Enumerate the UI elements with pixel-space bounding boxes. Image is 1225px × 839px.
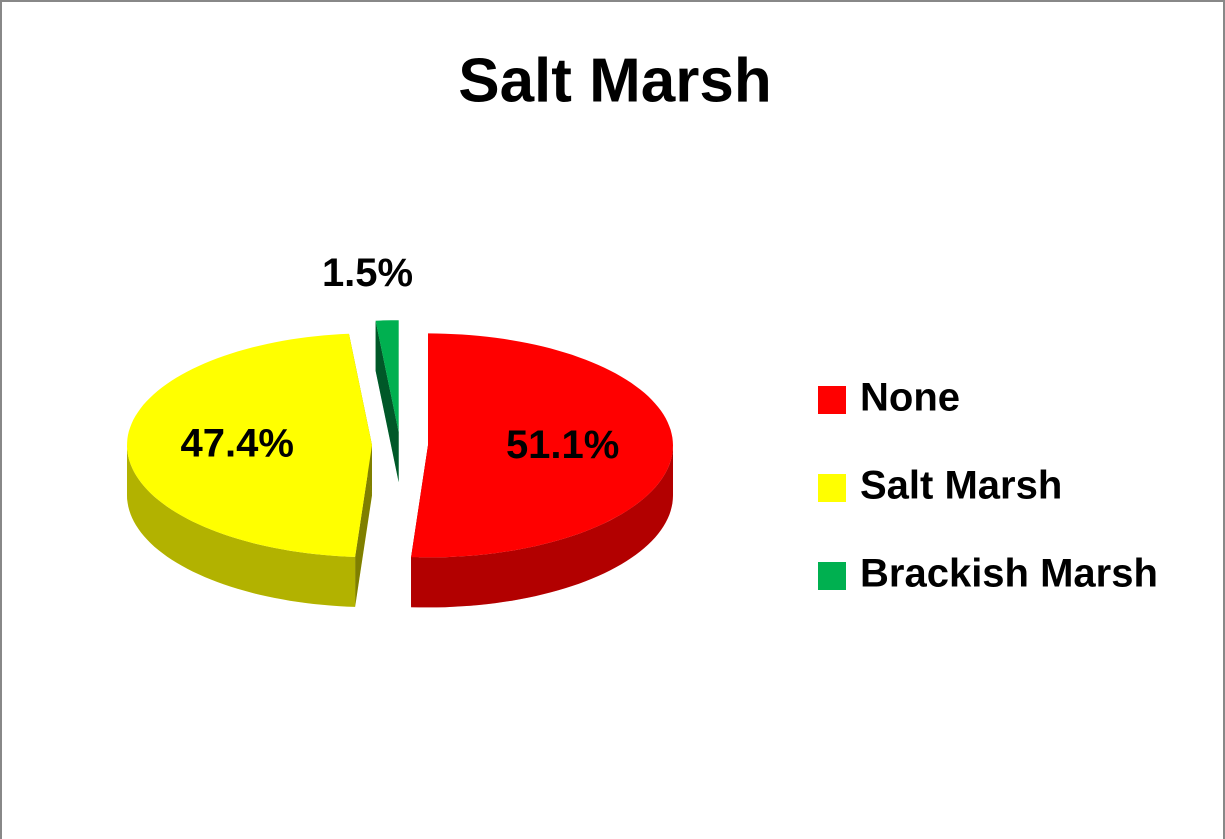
pie-slice <box>127 333 372 607</box>
slice-side-shade <box>411 445 673 608</box>
legend-swatch <box>818 474 846 502</box>
pie-slice-top <box>127 333 372 557</box>
pie-slice-top <box>375 320 399 433</box>
legend-label: None <box>860 376 960 420</box>
slice-wall-shade <box>355 445 372 607</box>
slice-side <box>411 445 673 608</box>
data-label: 1.5% <box>322 251 413 295</box>
legend-swatch <box>818 562 846 590</box>
slice-side-shade <box>127 445 356 607</box>
slice-side <box>127 445 356 607</box>
pie-slice <box>411 333 673 608</box>
legend-label: Brackish Marsh <box>860 552 1158 596</box>
data-label: 51.1% <box>506 423 619 467</box>
pie-slice-top <box>411 333 673 558</box>
data-label: 47.4% <box>181 421 294 465</box>
legend-swatch <box>818 386 846 414</box>
legend-label: Salt Marsh <box>860 464 1062 508</box>
slice-wall-shade <box>375 320 399 483</box>
chart-title: Salt Marsh <box>458 46 772 115</box>
pie-slice <box>375 320 399 483</box>
